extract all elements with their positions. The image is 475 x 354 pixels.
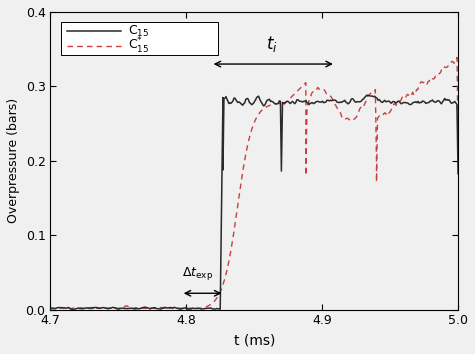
- Text: $\mathrm{C}_{15}$: $\mathrm{C}_{15}$: [128, 24, 149, 39]
- Text: $\Delta t_{\mathrm{exp}}$: $\Delta t_{\mathrm{exp}}$: [182, 265, 213, 282]
- Text: $t_i$: $t_i$: [266, 34, 278, 55]
- X-axis label: t (ms): t (ms): [234, 333, 275, 347]
- Text: $\mathrm{C}_{15}^{*}$: $\mathrm{C}_{15}^{*}$: [128, 36, 149, 56]
- Bar: [61, 22, 218, 55]
- Y-axis label: Overpressure (bars): Overpressure (bars): [7, 98, 20, 223]
